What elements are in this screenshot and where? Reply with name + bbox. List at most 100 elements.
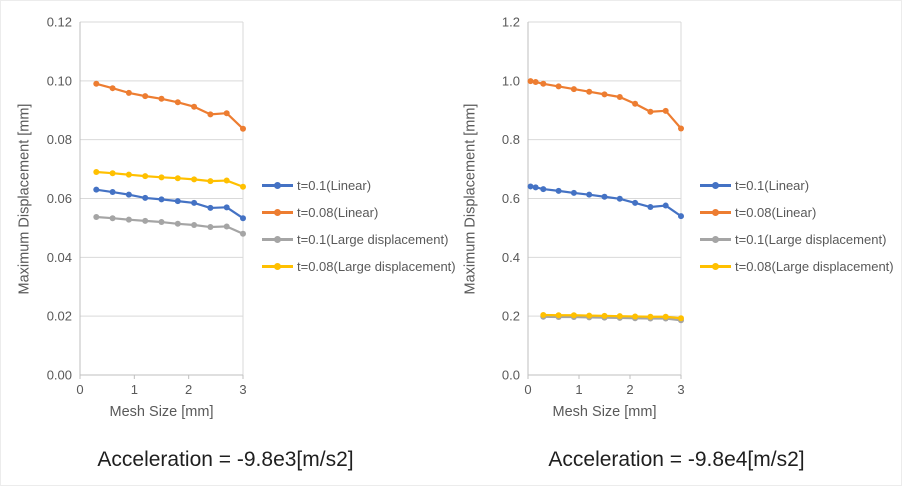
plot-area: 0.00 0.02 0.04 0.06 0.08 0.10 0.12 0 1 2 3 xyxy=(47,15,247,398)
legend-label: t=0.1(Large displacement) xyxy=(297,232,449,247)
data-point xyxy=(223,204,230,211)
data-point xyxy=(109,189,116,196)
data-point xyxy=(191,221,198,228)
legend-marker-icon xyxy=(700,209,731,216)
legend-dot xyxy=(712,209,719,216)
data-point xyxy=(527,183,534,190)
x-tick-label: 3 xyxy=(677,382,684,397)
data-point xyxy=(125,216,132,223)
series-line-1 xyxy=(95,82,245,130)
legend-item: t=0.08(Linear) xyxy=(262,203,456,222)
y-tick-label: 0.2 xyxy=(502,309,520,324)
y-tick-label: 1.2 xyxy=(502,15,520,30)
data-point xyxy=(240,215,246,222)
legend-label: t=0.08(Large displacement) xyxy=(735,259,894,274)
data-point xyxy=(191,103,198,110)
x-tick-label: 3 xyxy=(239,382,246,397)
data-point xyxy=(207,111,214,118)
data-point xyxy=(678,125,684,132)
data-point xyxy=(616,195,623,202)
series-line-3 xyxy=(542,313,683,320)
legend-dot xyxy=(274,263,281,270)
legend-dot xyxy=(274,182,281,189)
legend-dot xyxy=(274,209,281,216)
legend-marker-icon xyxy=(262,209,293,216)
chart-caption: Acceleration = -9.8e3[m/s2] xyxy=(97,448,354,471)
legend-dot xyxy=(712,236,719,243)
legend-dot xyxy=(712,263,719,270)
series-line-2 xyxy=(542,315,683,322)
data-point xyxy=(601,193,608,200)
data-point xyxy=(678,213,684,220)
legend-marker-icon xyxy=(700,236,731,243)
y-tick-label: 1.0 xyxy=(502,73,520,88)
y-tick-label: 0.02 xyxy=(47,309,72,324)
legend-label: t=0.1(Large displacement) xyxy=(735,232,887,247)
data-point xyxy=(678,315,684,322)
legend-dot xyxy=(712,182,719,189)
data-point xyxy=(570,189,577,196)
data-point xyxy=(632,100,639,107)
data-point xyxy=(570,86,577,93)
legend-marker-icon xyxy=(700,263,731,270)
data-point xyxy=(662,313,669,320)
data-point xyxy=(109,215,116,222)
x-tick-label: 2 xyxy=(626,382,633,397)
legend-marker-icon xyxy=(262,182,293,189)
x-axis-title: Mesh Size [mm] xyxy=(552,404,657,420)
legend-label: t=0.08(Linear) xyxy=(735,205,817,220)
series-line-1 xyxy=(529,80,683,130)
data-point xyxy=(586,191,593,198)
legend: t=0.1(Linear) t=0.08(Linear) t=0.1(Large d… xyxy=(700,176,894,276)
y-tick-label: 0.8 xyxy=(502,132,520,147)
y-tick-label: 0.08 xyxy=(47,132,72,147)
data-point xyxy=(532,184,539,191)
data-point xyxy=(555,83,562,90)
data-point xyxy=(93,186,100,193)
data-point xyxy=(191,199,198,206)
legend-label: t=0.1(Linear) xyxy=(735,178,810,193)
data-point xyxy=(240,183,246,190)
data-point xyxy=(125,89,132,96)
data-point xyxy=(586,312,593,319)
data-point xyxy=(158,219,165,226)
data-point xyxy=(586,88,593,95)
legend: t=0.1(Linear) t=0.08(Linear) t=0.1(Large d… xyxy=(262,176,456,276)
legend-marker-icon xyxy=(262,236,293,243)
series-line-2 xyxy=(95,215,245,235)
data-point xyxy=(174,175,181,182)
legend-marker-icon xyxy=(262,263,293,270)
chart-caption: Acceleration = -9.8e4[m/s2] xyxy=(548,448,805,471)
data-point xyxy=(174,99,181,106)
data-point xyxy=(207,204,214,211)
chart-accel-9.8e4: 0.0 0.2 0.4 0.6 0.8 1.0 1.2 0 1 2 3 Maximum Displa… xyxy=(451,0,902,486)
data-point xyxy=(240,230,246,237)
data-point xyxy=(662,107,669,114)
data-point xyxy=(158,196,165,203)
data-point xyxy=(647,313,654,320)
legend-label: t=0.1(Linear) xyxy=(297,178,372,193)
data-point xyxy=(540,311,547,318)
data-point xyxy=(223,223,230,230)
data-point xyxy=(540,80,547,87)
x-tick-label: 2 xyxy=(185,382,192,397)
legend-marker-icon xyxy=(700,182,731,189)
data-point xyxy=(109,170,116,177)
data-point xyxy=(125,171,132,178)
data-point xyxy=(632,313,639,320)
chart-accel-9.8e3: 0.00 0.02 0.04 0.06 0.08 0.10 0.12 0 1 2 3 Maximum… xyxy=(16,15,456,472)
data-point xyxy=(240,125,246,132)
data-point xyxy=(93,169,100,176)
x-axis-title: Mesh Size [mm] xyxy=(109,404,214,420)
data-point xyxy=(223,110,230,117)
legend-label: t=0.08(Large displacement) xyxy=(297,259,456,274)
data-point xyxy=(142,173,149,180)
plot-area: 0.0 0.2 0.4 0.6 0.8 1.0 1.2 0 1 2 3 xyxy=(502,15,685,398)
data-point xyxy=(601,312,608,319)
y-tick-label: 0.0 xyxy=(502,368,520,383)
x-tick-label: 0 xyxy=(76,382,83,397)
y-tick-label: 0.10 xyxy=(47,73,72,88)
data-point xyxy=(540,186,547,193)
series-line-0 xyxy=(529,185,683,218)
